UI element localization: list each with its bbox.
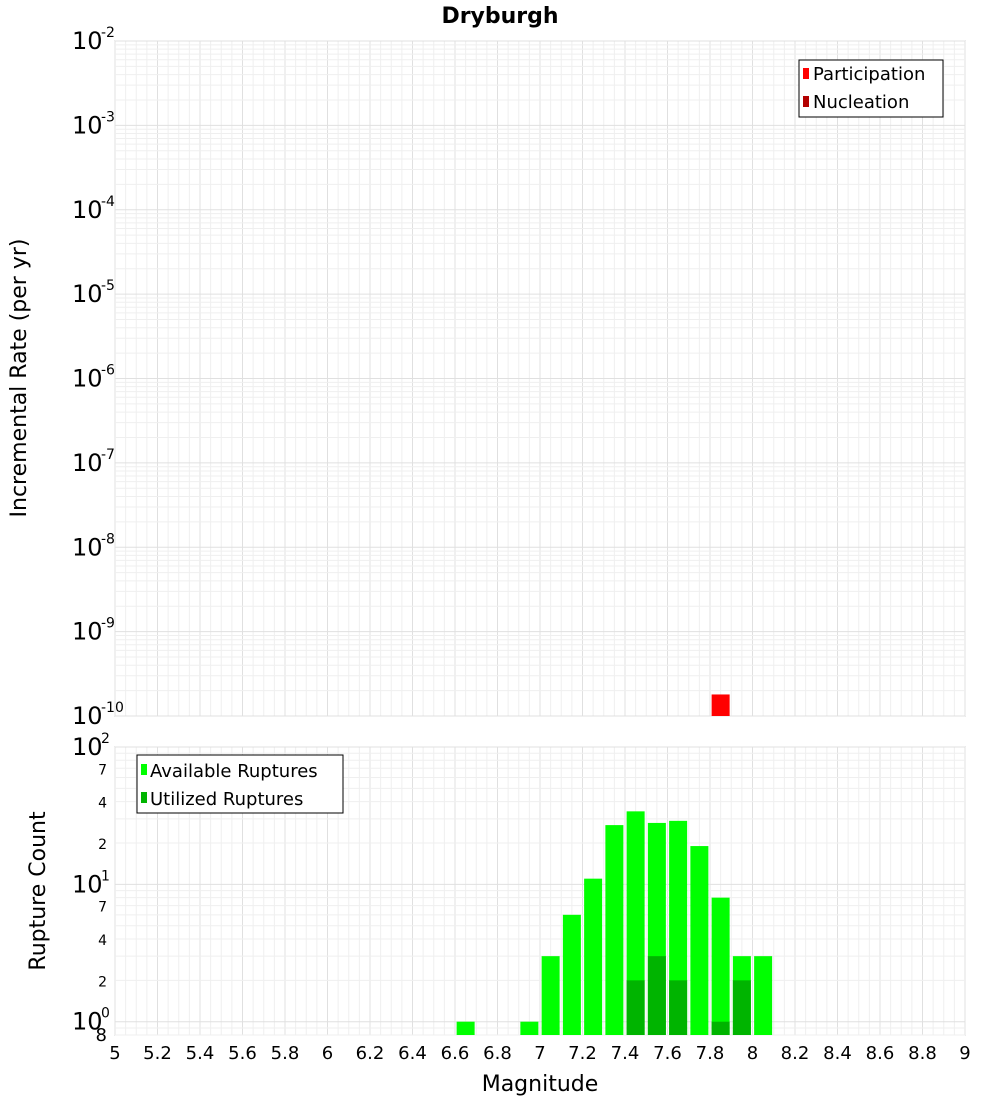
rate-y-tick-label-base: 10 bbox=[72, 449, 103, 477]
rate-y-tick-label-exponent: -6 bbox=[101, 363, 115, 379]
x-axis-title: Magnitude bbox=[482, 1072, 599, 1097]
x-tick-label: 7 bbox=[534, 1043, 545, 1064]
available-ruptures-bar bbox=[562, 914, 581, 1035]
rate-y-axis-title: Incremental Rate (per yr) bbox=[7, 239, 32, 518]
x-tick-label: 8.4 bbox=[823, 1043, 852, 1064]
rate-y-tick-label-base: 10 bbox=[72, 533, 103, 561]
utilized-ruptures-bar bbox=[669, 980, 688, 1035]
rate-grid bbox=[114, 40, 966, 717]
rupture-y-minor-tick-label: 7 bbox=[98, 762, 107, 778]
chart-title: Dryburgh bbox=[441, 4, 558, 29]
rupture-bars bbox=[456, 811, 773, 1035]
available-legend-swatch bbox=[141, 764, 147, 775]
participation-legend-label: Participation bbox=[813, 64, 925, 85]
rupture-y-axis-title: Rupture Count bbox=[26, 811, 51, 971]
rupture-y-minor-tick-label: 4 bbox=[98, 796, 107, 812]
x-tick-label: 8 bbox=[747, 1043, 758, 1064]
participation-bar bbox=[711, 694, 730, 716]
available-ruptures-bar bbox=[520, 1021, 539, 1035]
x-tick-label: 7.4 bbox=[611, 1043, 640, 1064]
x-tick-label: 6.8 bbox=[483, 1043, 512, 1064]
rate-y-tick-label-exponent: -8 bbox=[101, 531, 115, 547]
available-ruptures-bar bbox=[711, 897, 730, 1035]
available-ruptures-bar bbox=[754, 956, 773, 1035]
rate-y-tick-label-exponent: -7 bbox=[101, 447, 115, 463]
rupture-y-tick-label-exponent: 1 bbox=[101, 868, 110, 884]
x-tick-label: 7.6 bbox=[653, 1043, 682, 1064]
rupture-y-tick-label-exponent: 0 bbox=[101, 1006, 110, 1022]
rate-y-tick-label-exponent: -4 bbox=[101, 194, 115, 210]
available-ruptures-bar bbox=[456, 1021, 475, 1035]
rate-legend: Participation Nucleation bbox=[798, 59, 944, 118]
rupture-y-minor-tick-label: 2 bbox=[98, 837, 107, 853]
participation-legend-swatch bbox=[803, 68, 809, 79]
available-legend-label: Available Ruptures bbox=[150, 761, 318, 782]
x-tick-label: 5.8 bbox=[271, 1043, 300, 1064]
rate-panel: 10-210-310-410-510-610-710-810-910-10 bbox=[72, 25, 966, 730]
utilized-legend-label: Utilized Ruptures bbox=[150, 789, 303, 810]
x-tick-label: 9 bbox=[959, 1043, 970, 1064]
utilized-legend-swatch bbox=[141, 792, 147, 803]
rate-y-tick-label-base: 10 bbox=[72, 702, 103, 730]
x-tick-label: 7.2 bbox=[568, 1043, 597, 1064]
nucleation-legend-label: Nucleation bbox=[813, 92, 909, 113]
x-tick-label: 7.8 bbox=[696, 1043, 725, 1064]
utilized-ruptures-bar bbox=[626, 980, 645, 1035]
x-tick-label: 5 bbox=[109, 1043, 120, 1064]
available-ruptures-bar bbox=[690, 846, 709, 1035]
rate-y-tick-label-exponent: -10 bbox=[101, 700, 124, 716]
x-tick-label: 6 bbox=[322, 1043, 333, 1064]
rate-y-tick-label-exponent: -5 bbox=[101, 278, 115, 294]
x-tick-label: 6.2 bbox=[356, 1043, 385, 1064]
rupture-y-minor-tick-label: 2 bbox=[98, 974, 107, 990]
rate-y-tick-label-exponent: -9 bbox=[101, 616, 115, 632]
x-tick-label: 5.2 bbox=[143, 1043, 172, 1064]
utilized-ruptures-bar bbox=[647, 956, 666, 1035]
rupture-y-tick-label-base: 10 bbox=[72, 733, 103, 761]
utilized-ruptures-bar bbox=[732, 980, 751, 1035]
magnitude-x-ticks: 5 5.2 5.4 5.6 5.8 6 6.2 6.4 6.6 6.8 7 7.2 7.4 7.6 7.8 8… bbox=[109, 1043, 970, 1064]
rate-legend-box bbox=[798, 59, 944, 118]
rate-y-tick-label-base: 10 bbox=[72, 111, 103, 139]
x-tick-label: 6.4 bbox=[398, 1043, 427, 1064]
rate-y-tick-label-base: 10 bbox=[72, 280, 103, 308]
rate-y-ticks: 10-210-310-410-510-610-710-810-910-10 bbox=[72, 25, 124, 730]
rupture-y-minor-tick-label: 8 bbox=[96, 1025, 107, 1046]
x-tick-label: 8.8 bbox=[908, 1043, 937, 1064]
x-tick-label: 5.4 bbox=[186, 1043, 215, 1064]
rate-y-tick-label-exponent: -2 bbox=[101, 25, 115, 41]
x-tick-label: 8.2 bbox=[781, 1043, 810, 1064]
rupture-y-tick-label-base: 10 bbox=[72, 1008, 103, 1036]
rupture-legend-box bbox=[136, 754, 344, 814]
rate-y-tick-label-base: 10 bbox=[72, 196, 103, 224]
available-ruptures-bar bbox=[605, 825, 624, 1035]
x-tick-label: 6.6 bbox=[441, 1043, 470, 1064]
rate-y-tick-label-base: 10 bbox=[72, 618, 103, 646]
rate-y-tick-label-base: 10 bbox=[72, 365, 103, 393]
rupture-y-minor-tick-label: 7 bbox=[98, 900, 107, 916]
nucleation-legend-swatch bbox=[803, 96, 809, 107]
rupture-y-minor-tick-label: 4 bbox=[98, 933, 107, 949]
rupture-legend: Available Ruptures Utilized Ruptures bbox=[136, 754, 344, 814]
rupture-y-tick-label-exponent: 2 bbox=[101, 731, 110, 747]
x-tick-label: 5.6 bbox=[228, 1043, 257, 1064]
rate-y-tick-label-exponent: -3 bbox=[101, 109, 115, 125]
rate-y-tick-label-base: 10 bbox=[72, 27, 103, 55]
available-ruptures-bar bbox=[584, 878, 603, 1035]
rate-bars bbox=[711, 694, 730, 716]
utilized-ruptures-bar bbox=[711, 1021, 730, 1035]
available-ruptures-bar bbox=[626, 811, 645, 1035]
x-tick-label: 8.6 bbox=[866, 1043, 895, 1064]
rupture-y-tick-label-base: 10 bbox=[72, 870, 103, 898]
available-ruptures-bar bbox=[541, 956, 560, 1035]
